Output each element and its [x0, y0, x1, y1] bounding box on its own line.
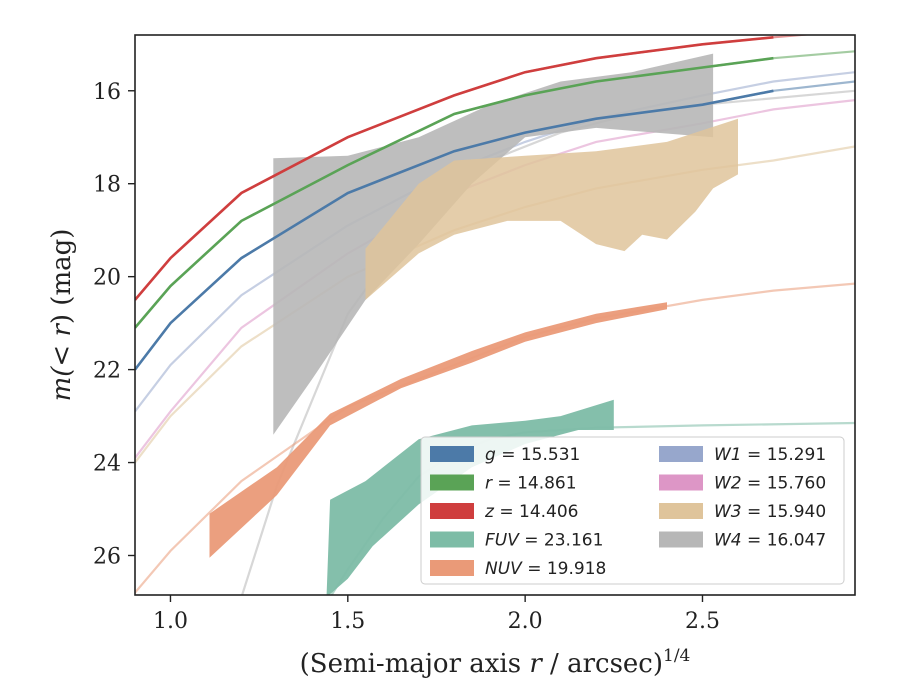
legend-swatch-w1 [659, 446, 703, 462]
legend-label-w2: W2 = 15.760 [714, 474, 826, 494]
y-axis-label: m(< r) (mag) [47, 229, 77, 402]
x-tick-label: 1.5 [330, 609, 365, 634]
legend: g = 15.531 r = 14.861 z = 14.406 FUV = 23.1… [420, 436, 845, 585]
y-tick-label: 20 [93, 266, 121, 291]
axes-frame [134, 34, 856, 596]
legend-swatch-fuv [430, 531, 474, 548]
legend-label-nuv: NUV = 19.918 [485, 559, 606, 579]
legend-frame [420, 436, 845, 585]
y-tick-label: 22 [93, 359, 121, 384]
y-axis: 16 18 20 22 24 26 [93, 80, 135, 569]
y-tick-label: 24 [93, 452, 121, 477]
legend-swatch-r [430, 474, 474, 491]
legend-label-fuv: FUV = 23.161 [485, 531, 603, 551]
measured-profile-g [135, 89, 774, 371]
legend-label-z: z = 14.406 [484, 502, 578, 522]
x-axis-label: (Semi-major axis r / arcsec)1/4 [300, 646, 691, 679]
legend-label-w3: W3 = 15.940 [714, 502, 826, 522]
measured-profile-r [135, 56, 774, 329]
legend-label-g: g = 15.531 [485, 445, 580, 465]
legend-swatch-g [430, 446, 474, 462]
legend-swatch-w3 [659, 503, 703, 519]
y-tick-label: 18 [93, 173, 121, 198]
x-tick-label: 2.5 [685, 609, 720, 634]
measured-band-w3 [365, 118, 738, 300]
legend-label-w1: W1 = 15.291 [714, 445, 826, 465]
x-tick-label: 2.0 [508, 609, 543, 634]
legend-swatch-w4 [659, 531, 703, 548]
x-axis: 1.0 1.5 2.0 2.5 [153, 595, 720, 634]
y-tick-label: 26 [93, 544, 121, 569]
measured-profile-z [135, 36, 774, 301]
legend-swatch-w2 [659, 474, 703, 491]
x-tick-label: 1.0 [153, 609, 188, 634]
legend-swatch-nuv [430, 560, 474, 576]
legend-label-r: r = 14.861 [485, 474, 577, 494]
legend-label-w4: W4 = 16.047 [714, 531, 826, 551]
legend-swatch-z [430, 503, 474, 519]
y-tick-label: 16 [93, 80, 121, 105]
